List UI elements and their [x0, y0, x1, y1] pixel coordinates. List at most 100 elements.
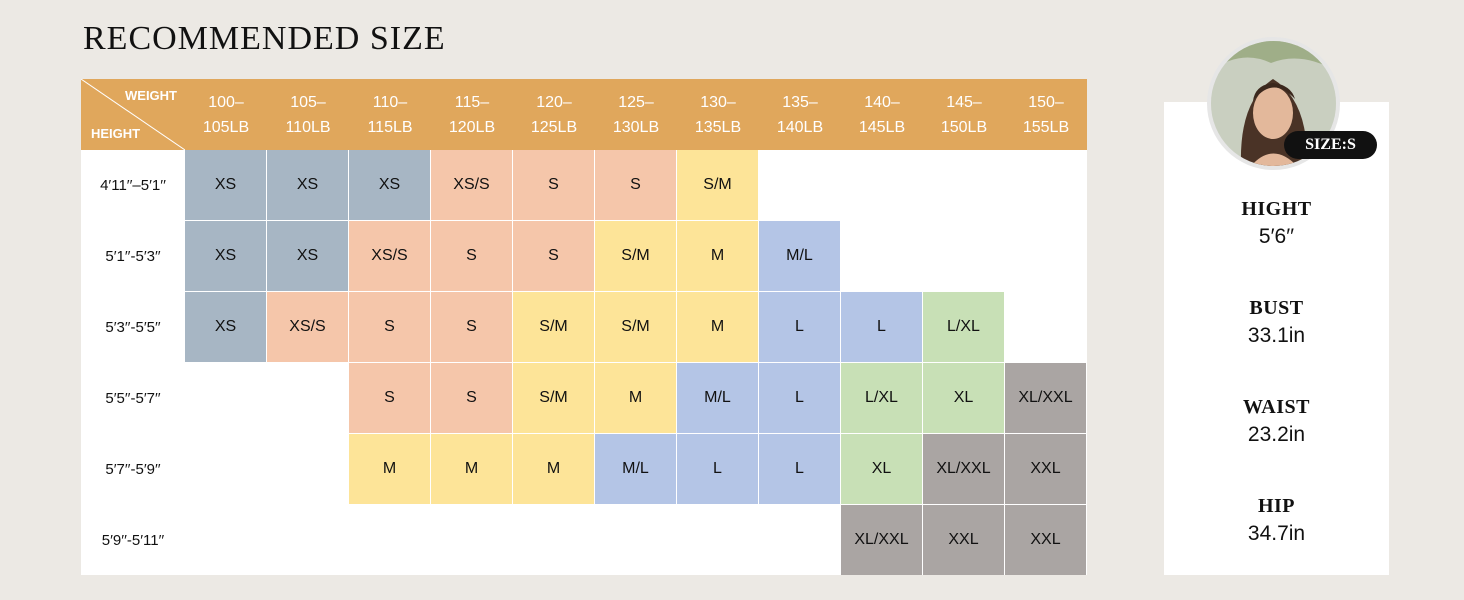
size-cell: XL/XXL: [1005, 363, 1086, 433]
header-corner: WEIGHT HEIGHT: [81, 79, 185, 150]
size-cell: L/XL: [923, 292, 1004, 362]
measurement-label: HIP: [1257, 495, 1296, 517]
size-cell: XS: [267, 221, 348, 291]
weight-column-header: 135– 140LB: [759, 79, 841, 150]
weight-range-start: 120–: [536, 93, 572, 111]
size-cell: S: [431, 363, 512, 433]
height-row-label: 5′5′′-5′7′′: [105, 390, 161, 407]
weight-range-end: 125LB: [530, 118, 578, 136]
size-cell: XS: [185, 292, 266, 362]
size-cell: XS/S: [267, 292, 348, 362]
size-cell: XS: [267, 150, 348, 220]
measurement-value: 33.1in: [1247, 324, 1306, 347]
measurement-label: BUST: [1249, 297, 1304, 319]
size-cell: M: [349, 434, 430, 504]
size-cell: XS/S: [349, 221, 430, 291]
height-row-label: 5′1′′-5′3′′: [105, 248, 161, 265]
measurement-bust: BUST 33.1in: [1164, 297, 1389, 348]
measurement-value: 34.7in: [1247, 522, 1306, 545]
size-cell: M: [677, 292, 758, 362]
weight-header-row: WEIGHT HEIGHT 100– 105LB 105– 110LB 110– 115L…: [81, 79, 1087, 150]
weight-range-end: 140LB: [776, 118, 824, 136]
size-cell: S/M: [595, 292, 676, 362]
weight-range-start: 105–: [290, 93, 326, 111]
weight-axis-label: WEIGHT: [125, 88, 177, 103]
measurement-value: 5′6′′: [1258, 225, 1295, 248]
weight-range-end: 130LB: [612, 118, 660, 136]
weight-range-end: 115LB: [367, 118, 413, 136]
weight-range-end: 155LB: [1022, 118, 1070, 136]
size-cell: L: [677, 434, 758, 504]
size-cell: S/M: [677, 150, 758, 220]
size-cell: L: [759, 363, 840, 433]
height-row-label: 4′11′′–5′1′′: [100, 177, 166, 194]
weight-column-header: 120– 125LB: [513, 79, 595, 150]
measurement-value: 23.2in: [1247, 423, 1306, 446]
weight-column-header: 140– 145LB: [841, 79, 923, 150]
size-cell: XL: [923, 363, 1004, 433]
height-axis-label: HEIGHT: [91, 126, 141, 141]
diagonal-divider: [81, 79, 185, 150]
size-cell: S: [349, 363, 430, 433]
size-cell: L: [841, 292, 922, 362]
weight-column-header: 110– 115LB: [349, 79, 431, 150]
size-cell: M: [595, 363, 676, 433]
weight-range-end: 120LB: [448, 118, 496, 136]
size-cell: S/M: [513, 363, 594, 433]
size-cell: S: [595, 150, 676, 220]
weight-range-end: 135LB: [694, 118, 742, 136]
weight-range-start: 110–: [372, 93, 408, 111]
weight-range-start: 115–: [454, 93, 490, 111]
weight-column-header: 130– 135LB: [677, 79, 759, 150]
size-cell: S: [513, 221, 594, 291]
weight-column-header: 150– 155LB: [1005, 79, 1087, 150]
size-cell: XS: [349, 150, 430, 220]
size-cell: M: [513, 434, 594, 504]
weight-range-end: 110LB: [285, 118, 331, 136]
size-cell: XS: [185, 221, 266, 291]
size-cell: M: [431, 434, 512, 504]
weight-range-end: 145LB: [858, 118, 906, 136]
size-cell: XXL: [1005, 505, 1086, 575]
weight-column-header: 100– 105LB: [185, 79, 267, 150]
size-cell: S: [513, 150, 594, 220]
weight-range-start: 145–: [946, 93, 982, 111]
measurement-waist: WAIST 23.2in: [1164, 396, 1389, 447]
height-row-label: 5′9′′-5′11′′: [101, 532, 165, 549]
size-cell: S: [431, 292, 512, 362]
weight-range-start: 150–: [1028, 93, 1064, 111]
weight-range-start: 100–: [208, 93, 244, 111]
size-badge: SIZE:S: [1284, 131, 1377, 159]
model-info-panel: [1164, 102, 1389, 575]
size-cell: XL: [841, 434, 922, 504]
size-chart-table: WEIGHT HEIGHT 100– 105LB 105– 110LB 110– 115L…: [81, 79, 1087, 575]
measurement-label: HIGHT: [1241, 198, 1312, 220]
size-cell: M/L: [759, 221, 840, 291]
size-cell: S/M: [513, 292, 594, 362]
size-cell: XS: [185, 150, 266, 220]
size-cell: XXL: [923, 505, 1004, 575]
measurement-label: WAIST: [1243, 396, 1310, 418]
measurement-hip: HIP 34.7in: [1164, 495, 1389, 546]
height-row-label: 5′3′′-5′5′′: [105, 319, 161, 336]
weight-range-start: 125–: [618, 93, 654, 111]
weight-range-start: 130–: [700, 93, 736, 111]
size-cell: M: [677, 221, 758, 291]
weight-column-header: 105– 110LB: [267, 79, 349, 150]
size-cell: L: [759, 292, 840, 362]
size-cell: XS/S: [431, 150, 512, 220]
size-cell: XXL: [1005, 434, 1086, 504]
size-cell: S: [431, 221, 512, 291]
size-cell: XL/XXL: [841, 505, 922, 575]
size-cell: M/L: [595, 434, 676, 504]
measurement-hight: HIGHT 5′6′′: [1164, 198, 1389, 249]
weight-range-start: 135–: [782, 93, 818, 111]
size-cell: M/L: [677, 363, 758, 433]
size-cell: XL/XXL: [923, 434, 1004, 504]
size-cell: S/M: [595, 221, 676, 291]
weight-range-end: 150LB: [940, 118, 988, 136]
height-row-label: 5′7′′-5′9′′: [105, 461, 161, 478]
page-title: RECOMMENDED SIZE: [83, 20, 446, 57]
weight-range-end: 105LB: [202, 118, 250, 136]
weight-column-header: 125– 130LB: [595, 79, 677, 150]
